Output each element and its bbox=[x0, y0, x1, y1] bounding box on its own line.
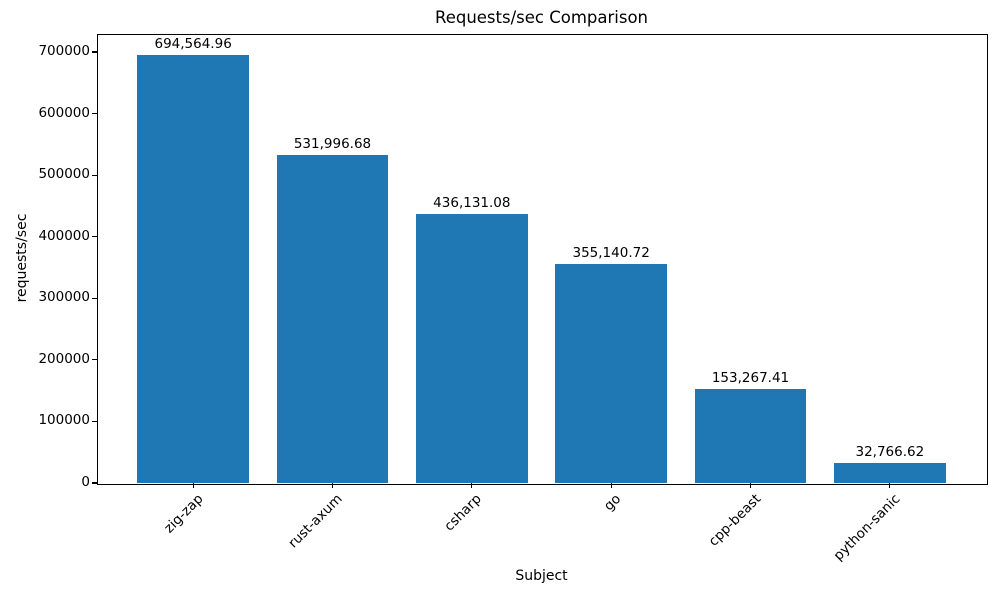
y-tick-label: 200000 bbox=[38, 350, 90, 367]
y-tick-mark bbox=[92, 297, 97, 299]
bar-value-label: 436,131.08 bbox=[433, 195, 511, 212]
y-tick-label: 500000 bbox=[38, 166, 90, 183]
x-tick-label-text: cpp-beast bbox=[705, 491, 764, 550]
bar-value-label: 32,766.62 bbox=[855, 443, 925, 460]
y-tick-mark bbox=[92, 359, 97, 361]
bar-value-label: 355,140.72 bbox=[572, 245, 650, 262]
x-tick-mark bbox=[192, 483, 194, 488]
y-tick-label: 0 bbox=[81, 474, 90, 490]
y-tick-mark bbox=[92, 113, 97, 115]
bar bbox=[416, 214, 528, 483]
bar bbox=[276, 155, 389, 483]
y-tick-label: 700000 bbox=[38, 43, 90, 60]
x-tick-mark bbox=[889, 483, 891, 488]
y-tick-mark bbox=[92, 236, 97, 238]
bar bbox=[555, 264, 667, 483]
x-tick-label-text: zig-zap bbox=[161, 491, 207, 537]
x-tick-mark bbox=[331, 483, 334, 488]
y-tick-mark bbox=[92, 482, 97, 484]
x-tick-mark bbox=[610, 483, 612, 488]
x-tick-label-text: python-sanic bbox=[830, 491, 904, 564]
x-axis-label: Subject bbox=[515, 568, 568, 584]
y-tick-mark bbox=[92, 174, 97, 176]
y-tick-mark bbox=[92, 51, 97, 53]
x-tick-label-text: go bbox=[601, 491, 625, 515]
bar-value-label: 531,996.68 bbox=[293, 136, 372, 153]
y-tick-mark bbox=[92, 420, 97, 423]
y-tick-label: 400000 bbox=[38, 227, 90, 244]
y-tick-label: 100000 bbox=[38, 412, 90, 429]
y-tick-label: 600000 bbox=[38, 104, 90, 121]
x-tick-label-text: rust-axum bbox=[285, 491, 346, 552]
bar bbox=[834, 462, 946, 483]
bar-value-label: 694,564.96 bbox=[154, 36, 232, 53]
bar bbox=[694, 388, 807, 483]
bar-value-label: 153,267.41 bbox=[711, 369, 790, 386]
x-tick-mark bbox=[471, 483, 473, 488]
chart-title: Requests/sec Comparison bbox=[434, 8, 649, 27]
y-tick-label: 300000 bbox=[38, 289, 90, 306]
x-tick-mark bbox=[749, 483, 752, 488]
x-tick-label-text: csharp bbox=[441, 491, 486, 535]
bar bbox=[137, 55, 249, 483]
